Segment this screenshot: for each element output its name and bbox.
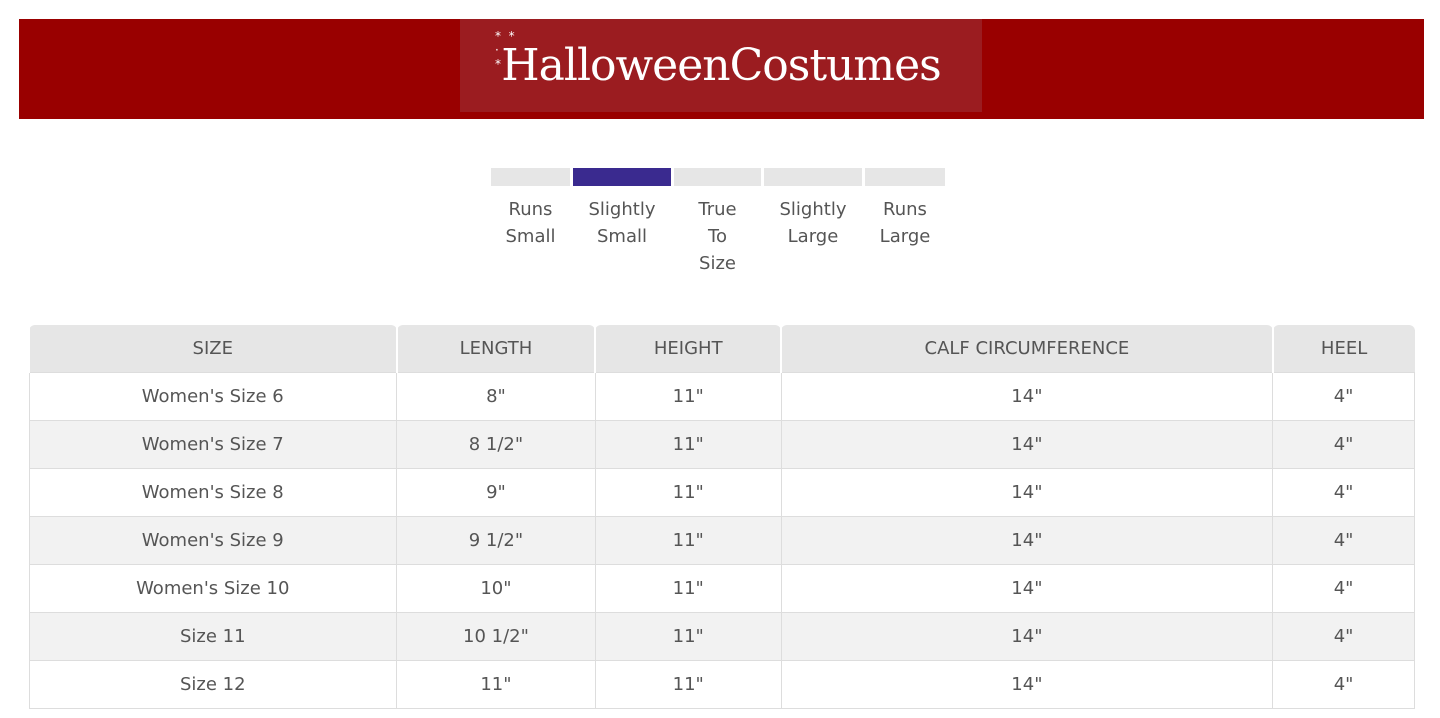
- table-cell: Size 12: [28, 660, 398, 709]
- table-cell: 11": [594, 372, 782, 421]
- column-header: SIZE: [28, 325, 397, 373]
- table-cell: Women's Size 7: [28, 420, 398, 469]
- fit-bar-active: [573, 168, 671, 186]
- fit-bar: [491, 168, 570, 186]
- table-cell: 14": [780, 420, 1274, 469]
- table-row: Women's Size 8 9" 11" 14" 4": [28, 468, 1415, 517]
- table-cell: 14": [780, 516, 1274, 565]
- table-cell: 11": [594, 660, 782, 709]
- table-cell: Women's Size 9: [28, 516, 398, 565]
- fit-bar: [674, 168, 761, 186]
- fit-option-slightly-large: Slightly Large: [764, 168, 862, 277]
- table-header-row: SIZE LENGTH HEIGHT CALF CIRCUMFERENCE HEEL: [28, 325, 1415, 373]
- column-header: CALF CIRCUMFERENCE: [780, 325, 1273, 373]
- table-cell: 9 1/2": [396, 516, 596, 565]
- table-cell: 10": [396, 564, 596, 613]
- table-cell: 4": [1272, 420, 1415, 469]
- size-chart-table: SIZE LENGTH HEIGHT CALF CIRCUMFERENCE HEEL W…: [28, 325, 1415, 709]
- table-row: Women's Size 6 8" 11" 14" 4": [28, 372, 1415, 421]
- table-cell: 10 1/2": [396, 612, 596, 661]
- table-cell: 4": [1272, 612, 1415, 661]
- column-header: LENGTH: [395, 325, 596, 373]
- fit-scale: Runs Small Slightly Small True To Size S…: [491, 168, 945, 277]
- table-cell: 4": [1272, 660, 1415, 709]
- table-cell: 11": [594, 420, 782, 469]
- table-cell: 14": [780, 468, 1274, 517]
- table-cell: 4": [1272, 372, 1415, 421]
- table-cell: Women's Size 6: [28, 372, 398, 421]
- logo-text: HalloweenCostumes: [501, 40, 941, 91]
- fit-label: Slightly Small: [588, 199, 656, 247]
- table-cell: 9": [396, 468, 596, 517]
- table-row: Size 11 10 1/2" 11" 14" 4": [28, 612, 1415, 661]
- table-cell: 4": [1272, 516, 1415, 565]
- table-cell: 8 1/2": [396, 420, 596, 469]
- table-cell: 14": [780, 612, 1274, 661]
- table-cell: Women's Size 8: [28, 468, 398, 517]
- table-cell: Size 11: [28, 612, 398, 661]
- table-cell: 11": [594, 612, 782, 661]
- table-cell: 4": [1272, 468, 1415, 517]
- fit-label: Runs Small: [505, 199, 556, 247]
- table-row: Women's Size 10 10" 11" 14" 4": [28, 564, 1415, 613]
- fit-label: Runs Large: [879, 199, 931, 247]
- table-cell: 11": [594, 516, 782, 565]
- table-cell: 11": [396, 660, 596, 709]
- table-cell: 14": [780, 564, 1274, 613]
- fit-option-true-to-size: True To Size: [674, 168, 761, 277]
- table-cell: 8": [396, 372, 596, 421]
- fit-option-slightly-small: Slightly Small: [573, 168, 671, 277]
- fit-option-runs-large: Runs Large: [865, 168, 945, 277]
- table-cell: Women's Size 10: [28, 564, 398, 613]
- site-logo[interactable]: * * · * HalloweenCostumes: [460, 19, 982, 112]
- table-cell: 4": [1272, 564, 1415, 613]
- fit-label: True To Size: [698, 199, 737, 274]
- header-banner: * * · * HalloweenCostumes: [19, 19, 1424, 119]
- stars-icon: * * · *: [495, 29, 515, 71]
- column-header: HEEL: [1271, 325, 1415, 373]
- table-cell: 11": [594, 564, 782, 613]
- fit-bar: [865, 168, 945, 186]
- table-cell: 14": [780, 660, 1274, 709]
- table-row: Size 12 11" 11" 14" 4": [28, 660, 1415, 709]
- column-header: HEIGHT: [594, 325, 782, 373]
- table-cell: 11": [594, 468, 782, 517]
- fit-option-runs-small: Runs Small: [491, 168, 570, 277]
- fit-label: Slightly Large: [779, 199, 847, 247]
- table-cell: 14": [780, 372, 1274, 421]
- fit-bar: [764, 168, 862, 186]
